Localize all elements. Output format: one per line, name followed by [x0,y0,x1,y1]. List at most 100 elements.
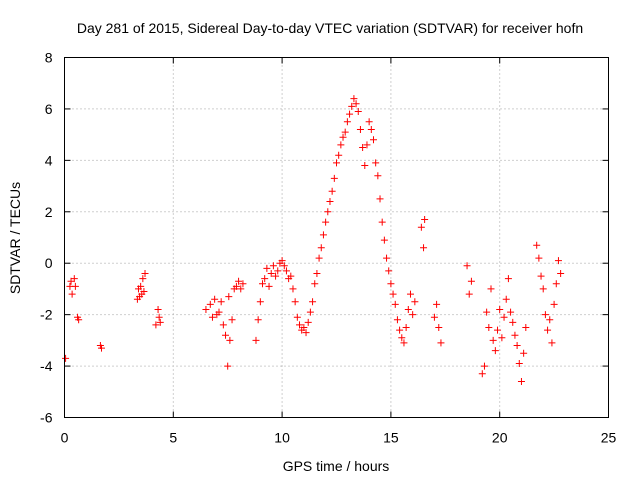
plot-frame [64,57,609,418]
data-point [515,360,523,367]
data-point [437,339,445,347]
data-point [491,347,499,355]
data-point [337,141,345,149]
data-point [380,236,388,244]
data-point [544,326,552,334]
data-point [330,174,338,182]
data-point [533,241,541,249]
data-point [435,324,443,331]
data-point [341,128,349,136]
data-point [489,336,497,344]
data-point [141,270,149,277]
y-axis-label: SDTVAR / TECUs [7,182,23,294]
data-point [359,144,367,151]
data-point [402,324,410,331]
data-point [208,313,216,321]
data-point [291,298,299,306]
data-point [541,311,549,319]
data-point [498,334,506,342]
data-point [339,133,347,141]
data-point [333,159,340,167]
data-point [311,280,319,288]
y-tick-label: 4 [45,152,53,168]
data-point [557,270,565,277]
data-point [393,316,401,324]
data-point [322,218,330,226]
data-point [383,254,391,262]
data-point [511,331,519,339]
data-point [269,262,277,270]
data-point [302,329,310,337]
data-point [548,339,556,347]
data-point [313,270,321,277]
data-point [232,282,240,290]
data-point [219,321,227,329]
data-points [62,95,565,385]
data-point [306,308,314,316]
data-point [343,118,351,126]
data-point [539,285,547,293]
data-point [309,298,317,306]
x-tick-label: 5 [169,430,177,446]
data-point [224,362,232,370]
data-point [350,95,358,103]
x-tick-label: 15 [383,430,399,446]
data-point [274,267,282,275]
data-point [552,280,560,288]
data-point [317,244,325,252]
data-point [237,285,245,293]
data-point [478,370,486,378]
data-point [385,267,393,275]
data-point [430,313,438,321]
x-tick-label: 20 [492,430,508,446]
data-point [68,290,76,298]
data-point [398,334,406,342]
data-point [280,262,288,270]
data-point [222,331,230,339]
data-point [535,254,543,262]
data-point [239,280,247,288]
data-point [389,290,397,298]
data-point [137,282,145,290]
data-point [254,316,262,324]
data-point [467,277,475,285]
data-point [387,280,395,288]
data-point [319,231,327,239]
data-point [261,275,269,283]
data-point [326,198,334,205]
data-point [97,344,105,352]
data-point [335,151,343,159]
data-point [356,126,364,133]
y-tick-label: 8 [45,50,53,66]
data-point [206,300,214,308]
data-point [372,159,380,167]
data-point [154,306,162,313]
data-point [215,308,223,316]
y-tick-label: 6 [45,101,53,117]
data-point [496,306,504,313]
data-point [550,300,558,308]
data-point [522,324,530,331]
data-point [211,295,219,303]
data-point [226,336,234,344]
data-point [324,208,332,216]
data-point [155,313,163,321]
data-point [75,316,83,324]
x-tick-label: 25 [601,430,617,446]
data-point [202,306,210,313]
data-point [494,326,502,334]
data-point [487,285,495,293]
data-point [225,293,233,301]
y-tick-label: -4 [40,358,53,374]
data-point [304,318,312,326]
y-tick-label: -2 [40,307,53,323]
data-point [500,313,508,321]
data-point [139,275,147,283]
chart-title: Day 281 of 2015, Sidereal Day-to-day VTE… [77,20,583,36]
data-point [374,172,382,180]
data-point [252,336,260,344]
data-point [396,326,404,334]
data-point [513,342,521,349]
data-point [537,272,545,280]
